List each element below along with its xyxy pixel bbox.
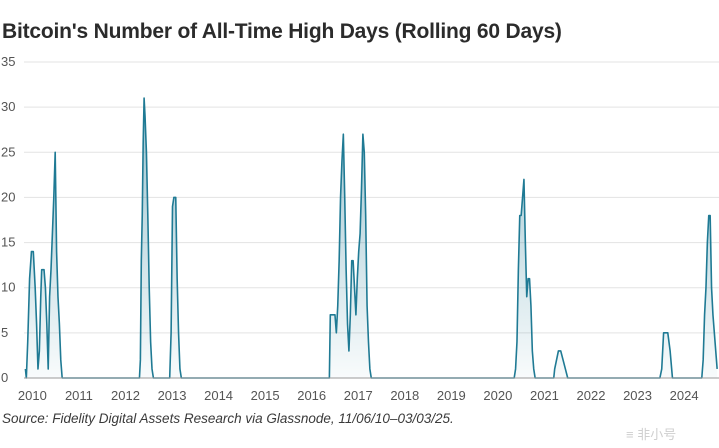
x-tick-label: 2023 bbox=[623, 388, 652, 403]
x-tick-label: 2021 bbox=[530, 388, 559, 403]
source-note: Source: Fidelity Digital Assets Research… bbox=[2, 411, 454, 426]
y-tick-label: 35 bbox=[1, 54, 15, 69]
y-tick-label: 10 bbox=[1, 280, 15, 295]
x-tick-label: 2020 bbox=[483, 388, 512, 403]
series-area bbox=[25, 98, 718, 379]
x-tick-label: 2012 bbox=[111, 388, 140, 403]
y-tick-label: 30 bbox=[1, 99, 15, 114]
watermark-logo: ≡ 非小号 bbox=[626, 427, 677, 442]
chart-title: Bitcoin's Number of All-Time High Days (… bbox=[2, 20, 562, 43]
x-tick-label: 2011 bbox=[65, 388, 93, 403]
series-line bbox=[24, 97, 718, 379]
y-tick-label: 20 bbox=[1, 189, 15, 204]
y-tick-label: 0 bbox=[1, 370, 8, 385]
x-tick-label: 2015 bbox=[251, 388, 280, 403]
x-tick-label: 2024 bbox=[670, 388, 699, 403]
y-tick-label: 15 bbox=[1, 235, 15, 250]
x-tick-label: 2016 bbox=[297, 388, 326, 403]
x-tick-label: 2014 bbox=[204, 388, 233, 403]
x-tick-label: 2018 bbox=[390, 388, 419, 403]
y-tick-label: 25 bbox=[1, 144, 15, 159]
gridlines bbox=[24, 61, 719, 334]
x-tick-label: 2017 bbox=[344, 388, 373, 403]
x-tick-label: 2013 bbox=[158, 388, 187, 403]
x-axis: 2010 2011 2012 2013 2014 2015 2016 2017 2018 2019… bbox=[18, 388, 699, 403]
y-tick-label: 5 bbox=[1, 325, 8, 340]
y-axis: 0 5 10 15 20 25 30 35 bbox=[1, 54, 15, 385]
x-tick-label: 2022 bbox=[577, 388, 606, 403]
x-tick-label: 2010 bbox=[18, 388, 47, 403]
x-tick-label: 2019 bbox=[437, 388, 466, 403]
